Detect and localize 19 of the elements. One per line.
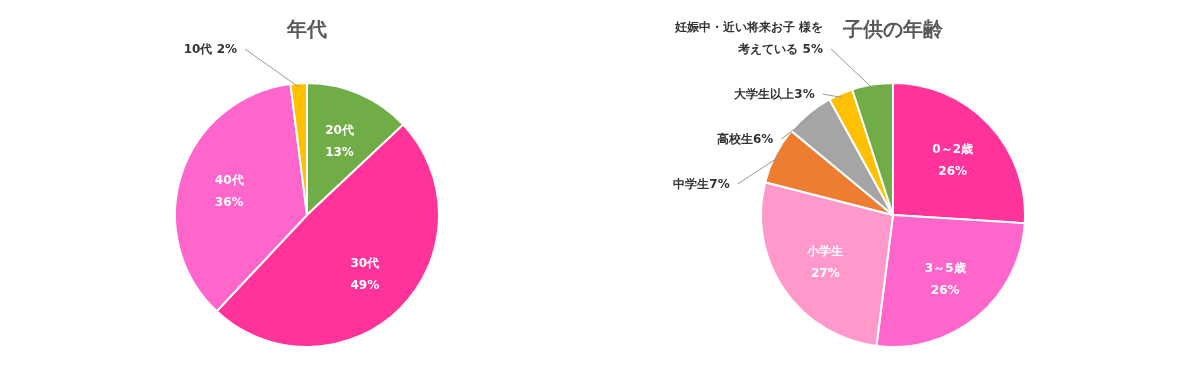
data-label: 26% (930, 283, 960, 298)
slice-label: 高校生6% (716, 132, 774, 146)
chart-title: 年代 (286, 17, 327, 41)
chart-title: 子供の年齢 (842, 17, 944, 41)
data-label: 13% (325, 144, 354, 159)
slice-label: 10代 2% (183, 42, 237, 56)
slice-label: 3～5歳 (924, 261, 966, 276)
slice-label: 20代 (325, 122, 354, 137)
data-label: 36% (214, 194, 244, 209)
slice-label: 0～2歳 (932, 141, 974, 156)
slice-label: 中学生7% (673, 177, 730, 191)
slice-label: 30代 (350, 255, 380, 270)
data-label: 26% (938, 163, 968, 178)
slice-label: 大学生以上3% (734, 87, 815, 101)
slice-label: 小学生 (806, 244, 844, 258)
data-label: 27% (810, 266, 840, 280)
slice-label: 妊娠中・近い将来お子 様を考えている 5% (673, 20, 823, 56)
slice-label: 40代 (214, 172, 244, 187)
data-label: 49% (350, 277, 380, 292)
